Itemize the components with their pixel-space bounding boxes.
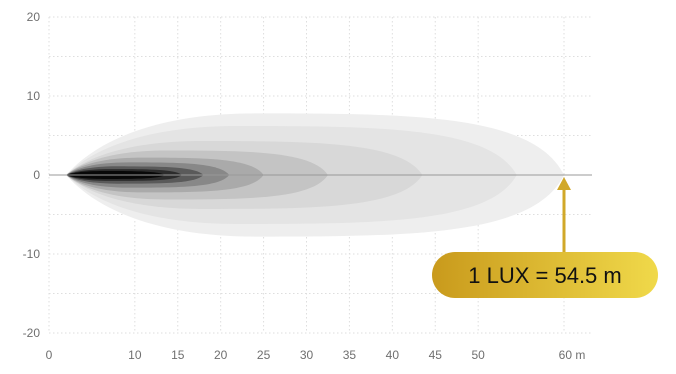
lux-distance-badge: 1 LUX = 54.5 m	[432, 252, 658, 298]
x-tick-label: 10	[128, 348, 142, 362]
x-axis: 0 10 15 20 25 30 35 40 45 50 60 m	[46, 348, 586, 362]
x-tick-label: 50	[471, 348, 485, 362]
y-tick-label: -10	[23, 247, 41, 261]
arrow-head-icon	[557, 177, 571, 190]
x-tick-label: 20	[214, 348, 228, 362]
y-tick-label: 10	[27, 89, 41, 103]
x-tick-label: 45	[429, 348, 443, 362]
lux-marker-arrow	[557, 177, 571, 252]
y-tick-label: 20	[27, 10, 41, 24]
badge-background	[432, 252, 658, 298]
x-tick-label: 60 m	[559, 348, 586, 362]
x-tick-label: 40	[386, 348, 400, 362]
badge-label: 1 LUX = 54.5 m	[468, 263, 621, 288]
y-axis: 20 10 0 -10 -20	[23, 10, 41, 340]
x-tick-label: 0	[46, 348, 53, 362]
y-tick-label: 0	[33, 168, 40, 182]
x-tick-label: 25	[257, 348, 271, 362]
x-tick-label: 35	[343, 348, 357, 362]
y-tick-label: -20	[23, 326, 41, 340]
x-tick-label: 15	[171, 348, 185, 362]
x-tick-label: 30	[300, 348, 314, 362]
